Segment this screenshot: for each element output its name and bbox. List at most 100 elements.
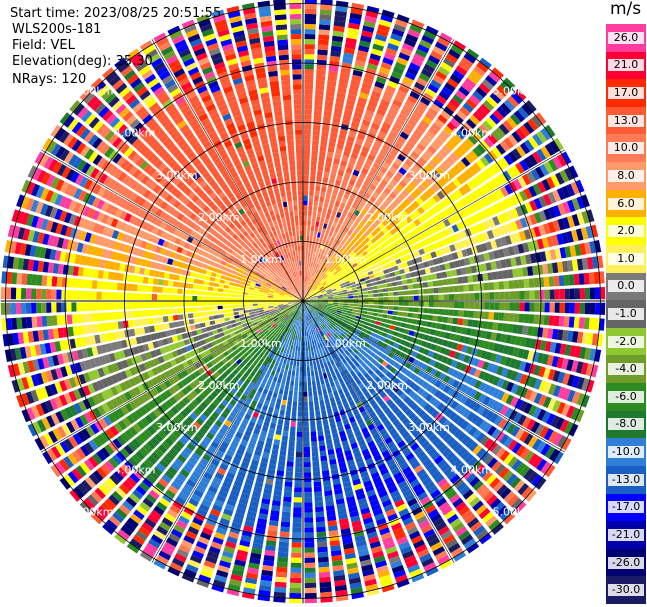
velocity-gate	[389, 517, 400, 527]
velocity-gate	[444, 262, 451, 270]
velocity-gate	[229, 411, 237, 419]
velocity-gate	[462, 469, 473, 480]
velocity-gate	[316, 349, 320, 355]
velocity-gate	[331, 401, 337, 408]
velocity-gate	[384, 436, 393, 445]
velocity-gate	[508, 181, 518, 193]
velocity-gate	[435, 166, 445, 176]
velocity-gate	[415, 487, 426, 497]
velocity-gate	[303, 190, 309, 196]
velocity-gate	[314, 226, 319, 232]
velocity-gate	[325, 156, 333, 163]
velocity-gate	[264, 416, 271, 423]
velocity-gate	[337, 294, 344, 298]
velocity-gate	[334, 379, 340, 386]
velocity-gate	[460, 327, 467, 335]
velocity-gate	[331, 328, 337, 333]
velocity-gate	[423, 30, 437, 40]
velocity-gate	[333, 158, 340, 165]
velocity-gate	[427, 350, 435, 358]
velocity-gate	[334, 200, 341, 207]
velocity-gate	[429, 386, 438, 395]
velocity-gate	[185, 530, 198, 540]
velocity-gate	[304, 34, 316, 40]
velocity-gate	[381, 94, 392, 103]
velocity-gate	[298, 386, 303, 392]
velocity-gate	[251, 377, 258, 384]
velocity-gate	[464, 168, 474, 179]
velocity-gate	[323, 480, 331, 487]
velocity-gate	[391, 281, 398, 287]
velocity-gate	[314, 280, 319, 286]
velocity-gate	[400, 274, 407, 280]
velocity-gate	[575, 228, 584, 241]
velocity-gate	[413, 331, 420, 338]
velocity-gate	[452, 94, 464, 105]
velocity-gate	[354, 234, 360, 241]
velocity-gate	[421, 320, 428, 327]
velocity-gate	[372, 308, 379, 313]
velocity-gate	[388, 485, 398, 494]
velocity-gate	[374, 234, 381, 241]
velocity-gate	[449, 518, 462, 529]
velocity-gate	[599, 287, 606, 300]
velocity-gate	[338, 513, 348, 520]
velocity-gate	[424, 444, 434, 453]
velocity-gate	[337, 404, 344, 411]
velocity-gate	[353, 301, 359, 304]
velocity-gate	[394, 157, 403, 166]
velocity-gate	[301, 311, 303, 317]
velocity-gate	[466, 247, 473, 256]
velocity-gate	[366, 283, 372, 287]
velocity-gate	[384, 239, 392, 246]
velocity-gate	[423, 301, 429, 307]
velocity-gate	[292, 335, 296, 341]
velocity-gate	[314, 99, 323, 106]
velocity-gate	[368, 297, 374, 301]
velocity-gate	[519, 387, 529, 398]
velocity-gate	[352, 374, 359, 381]
velocity-gate	[487, 441, 498, 452]
velocity-gate	[494, 291, 500, 300]
velocity-gate	[407, 564, 421, 574]
velocity-gate	[458, 186, 468, 196]
velocity-gate	[330, 381, 335, 388]
velocity-gate	[513, 313, 520, 323]
velocity-gate	[343, 328, 350, 334]
velocity-gate	[273, 355, 279, 361]
velocity-gate	[342, 176, 350, 184]
velocity-gate	[427, 145, 437, 155]
velocity-gate	[377, 24, 391, 33]
velocity-gate	[301, 306, 303, 311]
velocity-gate	[399, 392, 408, 401]
velocity-gate	[317, 253, 321, 259]
velocity-gate	[312, 312, 316, 318]
velocity-gate	[465, 493, 478, 504]
velocity-gate	[312, 344, 316, 351]
velocity-gate	[294, 314, 297, 320]
velocity-gate	[363, 352, 370, 358]
velocity-gate	[204, 522, 215, 531]
velocity-gate	[430, 103, 441, 113]
velocity-gate	[293, 360, 297, 367]
velocity-gate	[214, 532, 226, 541]
velocity-gate	[353, 143, 362, 151]
velocity-gate	[275, 571, 288, 578]
velocity-gate	[372, 476, 382, 484]
velocity-gate	[338, 299, 344, 301]
velocity-gate	[384, 387, 392, 395]
velocity-gate	[390, 490, 401, 499]
velocity-gate	[425, 88, 437, 98]
velocity-gate	[355, 106, 365, 114]
velocity-gate	[295, 467, 302, 473]
velocity-gate	[439, 247, 447, 255]
velocity-gate	[321, 309, 326, 313]
velocity-gate	[396, 503, 407, 513]
velocity-gate	[398, 52, 411, 61]
velocity-gate	[296, 436, 303, 443]
velocity-gate	[483, 220, 491, 230]
velocity-gate	[167, 566, 181, 577]
velocity-gate	[416, 339, 423, 346]
velocity-gate	[485, 75, 498, 87]
velocity-gate	[353, 303, 359, 307]
